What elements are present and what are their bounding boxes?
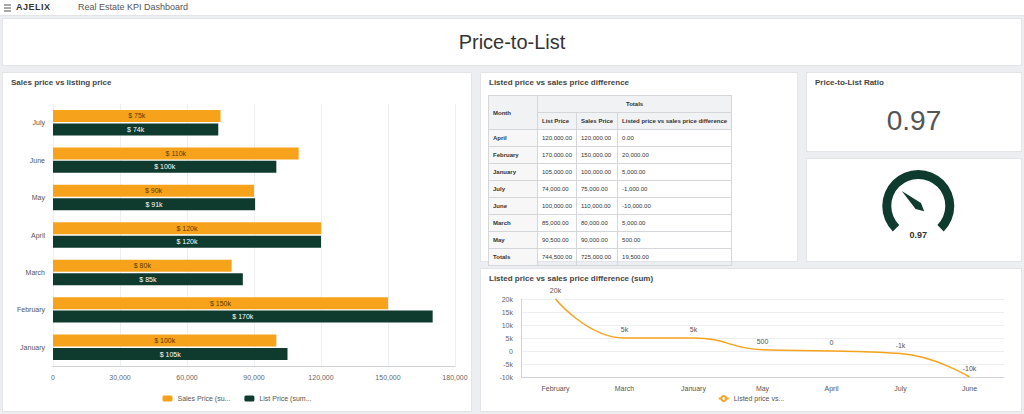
- svg-text:-10k: -10k: [963, 365, 977, 372]
- html-text:5,000.00: 5,000.00: [622, 169, 646, 175]
- html-text:150,000.00: 150,000.00: [581, 152, 612, 158]
- svg-text:April: April: [31, 232, 45, 240]
- html-text:March: March: [493, 220, 511, 226]
- svg-text:$ 150k: $ 150k: [210, 300, 232, 307]
- html-text:-1,000.00: -1,000.00: [622, 186, 648, 192]
- html-text:February: February: [493, 152, 519, 158]
- svg-text:$ 110k: $ 110k: [166, 150, 187, 157]
- svg-text:120,000: 120,000: [308, 374, 333, 381]
- svg-text:60,000: 60,000: [176, 374, 198, 381]
- html-text:Sales Price: Sales Price: [581, 118, 614, 124]
- svg-text:$ 90k: $ 90k: [145, 187, 163, 194]
- html-text:Listed price vs sales price di: Listed price vs sales price difference (…: [489, 274, 654, 283]
- svg-text:5k: 5k: [690, 326, 698, 333]
- svg-text:30,000: 30,000: [109, 374, 131, 381]
- svg-text:$ 170k: $ 170k: [232, 313, 254, 320]
- html-text:AJELIX: AJELIX: [16, 2, 51, 12]
- svg-text:$ 100k: $ 100k: [154, 163, 176, 170]
- html-text:110,000.00: 110,000.00: [581, 203, 611, 209]
- svg-text:Sales Price (su...: Sales Price (su...: [177, 395, 230, 403]
- html-text:90,000.00: 90,000.00: [581, 237, 608, 243]
- html-text:85,000.00: 85,000.00: [542, 220, 569, 226]
- html-text:80,000.00: 80,000.00: [581, 220, 608, 226]
- html-text:105,000.00: 105,000.00: [542, 169, 572, 175]
- html-text:500.00: 500.00: [622, 237, 641, 243]
- svg-text:$ 105k: $ 105k: [160, 351, 182, 358]
- svg-text:$ 80k: $ 80k: [134, 262, 152, 269]
- html-text:100,000.00: 100,000.00: [581, 169, 612, 175]
- html-text:List Price: List Price: [542, 118, 569, 124]
- html-text:0.97: 0.97: [886, 105, 942, 136]
- svg-text:20k: 20k: [550, 287, 562, 294]
- svg-text:March: March: [26, 269, 46, 276]
- html-text:Listed price vs sales price di: Listed price vs sales price difference: [489, 78, 630, 87]
- svg-text:-1k: -1k: [896, 342, 906, 349]
- html-text:74,000.00: 74,000.00: [542, 186, 569, 192]
- svg-text:15k: 15k: [502, 309, 514, 316]
- svg-text:0.97: 0.97: [910, 230, 928, 240]
- html-text:January: January: [493, 169, 516, 175]
- html-text:July: July: [493, 186, 505, 192]
- html-text:Totals: Totals: [493, 254, 511, 260]
- svg-text:July: July: [33, 119, 46, 127]
- svg-text:February: February: [17, 306, 46, 314]
- svg-text:$ 100k: $ 100k: [154, 337, 176, 344]
- html-text:744,500.00: 744,500.00: [542, 254, 572, 260]
- html-text:-10,000.00: -10,000.00: [622, 203, 651, 209]
- html-text:May: May: [493, 237, 505, 243]
- svg-text:June: June: [30, 157, 45, 164]
- html-text:April: April: [493, 135, 507, 141]
- html-text:June: June: [493, 203, 507, 209]
- html-text:Month: Month: [493, 109, 511, 116]
- svg-text:$ 91k: $ 91k: [145, 201, 163, 208]
- svg-text:May: May: [32, 194, 46, 202]
- svg-text:Listed price vs...: Listed price vs...: [734, 395, 785, 403]
- html-text:75,000.00: 75,000.00: [581, 186, 608, 192]
- svg-text:180,000: 180,000: [442, 374, 467, 381]
- html-text:Real Estate KPI Dashboard: Real Estate KPI Dashboard: [78, 2, 189, 12]
- svg-text:$ 75k: $ 75k: [128, 112, 146, 119]
- svg-text:July: July: [894, 385, 907, 393]
- svg-text:5k: 5k: [621, 326, 629, 333]
- html-text:725,000.00: 725,000.00: [581, 254, 612, 260]
- svg-text:0: 0: [830, 339, 834, 346]
- svg-text:February: February: [541, 385, 570, 393]
- html-text:20,000.00: 20,000.00: [622, 152, 649, 158]
- svg-text:April: April: [824, 385, 838, 393]
- svg-text:$ 120k: $ 120k: [176, 225, 198, 232]
- html-text:0.00: 0.00: [622, 135, 634, 141]
- html-text:170,000.00: 170,000.00: [542, 152, 572, 158]
- svg-text:January: January: [20, 344, 45, 352]
- svg-text:$ 120k: $ 120k: [176, 238, 198, 245]
- svg-text:March: March: [615, 385, 635, 392]
- svg-text:May: May: [756, 385, 770, 393]
- svg-text:5k: 5k: [506, 335, 514, 342]
- svg-text:10k: 10k: [502, 322, 514, 329]
- html-text:5,000.00: 5,000.00: [622, 220, 646, 226]
- html-text:Price-to-List Ratio: Price-to-List Ratio: [815, 78, 884, 87]
- svg-text:$ 85k: $ 85k: [139, 276, 157, 283]
- svg-text:500: 500: [757, 338, 769, 345]
- svg-text:$ 74k: $ 74k: [127, 126, 145, 133]
- svg-text:0: 0: [51, 374, 55, 381]
- html-text:90,500.00: 90,500.00: [542, 237, 569, 243]
- svg-text:June: June: [962, 385, 977, 392]
- svg-text:150,000: 150,000: [375, 374, 400, 381]
- html-text:100,000.00: 100,000.00: [542, 203, 572, 209]
- svg-text:-5k: -5k: [503, 361, 513, 368]
- html-text:Price-to-List: Price-to-List: [458, 31, 566, 53]
- html-text:Totals: Totals: [625, 101, 644, 107]
- svg-text:List Price (sum...: List Price (sum...: [259, 395, 311, 403]
- svg-text:20k: 20k: [502, 296, 514, 303]
- html-text:Listed price vs sales price di: Listed price vs sales price difference: [622, 118, 728, 124]
- html-text:19,500.00: 19,500.00: [622, 254, 649, 260]
- svg-text:90,000: 90,000: [243, 374, 265, 381]
- svg-text:-10k: -10k: [499, 374, 513, 381]
- html-text:120,000.00: 120,000.00: [581, 135, 612, 141]
- svg-text:January: January: [681, 385, 706, 393]
- html-text:120,000.00: 120,000.00: [542, 135, 572, 141]
- svg-text:0: 0: [509, 348, 513, 355]
- html-text:Sales price vs listing price: Sales price vs listing price: [11, 78, 112, 87]
